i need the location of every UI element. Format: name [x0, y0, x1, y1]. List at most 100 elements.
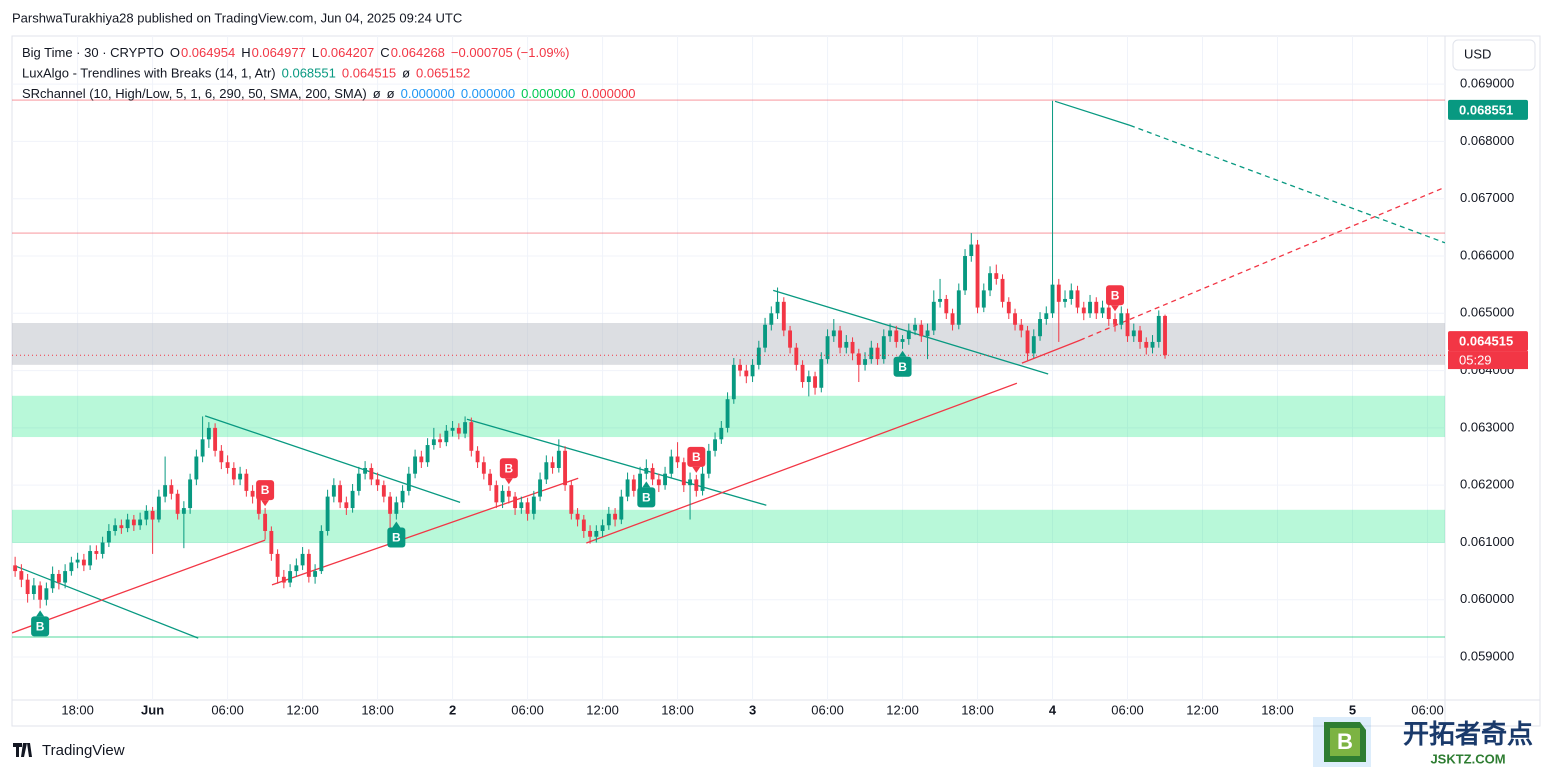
candle-body	[363, 467, 368, 474]
candle-body	[631, 479, 636, 491]
signal: B	[387, 521, 406, 548]
candle-body	[488, 473, 493, 486]
candle-body	[856, 353, 861, 365]
countdown: 05:29	[1459, 353, 1492, 368]
candle-body	[213, 427, 218, 451]
candle-body	[700, 473, 705, 491]
candle-body	[663, 473, 668, 486]
signal-label: B	[392, 531, 401, 545]
y-tick-label: 0.061000	[1460, 534, 1514, 549]
candle-body	[850, 341, 855, 354]
candle-body	[544, 462, 549, 480]
y-tick-label: 0.059000	[1460, 648, 1514, 663]
legend-item: ø	[373, 86, 381, 101]
candle-body	[731, 364, 736, 400]
x-tick-label: Jun	[141, 702, 164, 717]
trendline	[1054, 100, 1131, 126]
candle-body	[838, 330, 842, 348]
candle-body	[844, 341, 849, 348]
candle-body	[531, 496, 536, 514]
signal-box	[893, 356, 912, 377]
legend-item: ø	[402, 66, 410, 81]
trendline	[586, 382, 1018, 544]
candle-body	[56, 573, 61, 583]
candle-body	[1038, 319, 1042, 337]
candle-body	[1156, 315, 1161, 342]
signal-box	[687, 446, 706, 467]
candle-body	[225, 462, 230, 468]
candle-body	[63, 571, 68, 583]
legend-row: LuxAlgo - Trendlines with Breaks (14, 1,…	[22, 66, 470, 81]
legend-item: L	[312, 45, 319, 60]
legend-item: 0.064515	[342, 66, 396, 81]
signal: B	[687, 446, 706, 473]
candle-body	[50, 573, 55, 589]
signal-pointer	[898, 350, 907, 357]
candle-body	[44, 588, 49, 600]
publisher: ParshwaTurakhiya28 published on TradingV…	[12, 10, 462, 25]
candle-body	[519, 502, 524, 509]
candle-body	[575, 513, 580, 520]
plot	[12, 36, 1445, 700]
legend-item: 0.000000	[401, 86, 455, 101]
candle-body	[775, 301, 780, 314]
countdown-tag	[1448, 351, 1528, 370]
signal-pointer	[692, 466, 701, 473]
candle-body	[813, 376, 817, 388]
candle-body	[600, 525, 605, 531]
legend-item: 0.068551	[282, 66, 336, 81]
candle-body	[638, 473, 643, 491]
candle-body	[1044, 313, 1049, 320]
candle-body	[450, 427, 455, 431]
candle-body	[1075, 290, 1080, 308]
candle-body	[1113, 319, 1117, 325]
candle-body	[256, 496, 261, 514]
candle-body	[1131, 330, 1136, 337]
y-tick-label: 0.069000	[1460, 76, 1514, 91]
candle-body	[938, 298, 942, 302]
legend-item: 0.000000	[521, 86, 575, 101]
candle-body	[306, 553, 311, 577]
candle-body	[975, 244, 980, 308]
candle-body	[369, 467, 374, 480]
candle-body	[1031, 336, 1036, 354]
x-tick-label: 18:00	[961, 702, 994, 717]
candle-body	[806, 376, 811, 383]
signal-label: B	[898, 360, 907, 374]
candle-body	[294, 565, 299, 572]
candle-body	[269, 530, 274, 554]
candle-body	[175, 493, 180, 514]
candle-body	[744, 370, 749, 377]
candle-body	[425, 445, 430, 463]
candle-body	[625, 479, 630, 497]
legend-row: Big Time · 30 · CRYPTO O0.064954 H0.064977…	[22, 45, 569, 60]
candle-body	[669, 456, 674, 474]
legend-item: 0.065152	[416, 66, 470, 81]
signal-box	[499, 458, 518, 479]
y-tick-label: 0.068000	[1460, 133, 1514, 148]
candle-body	[31, 585, 36, 595]
x-tick-label: 12:00	[1186, 702, 1219, 717]
candle-body	[800, 364, 805, 383]
legend-item: 0.000000	[461, 86, 515, 101]
candle-body	[1081, 307, 1086, 314]
brand: TradingView	[42, 742, 125, 759]
candle-body	[988, 273, 992, 291]
candle-body	[194, 456, 199, 480]
signal-label: B	[261, 483, 270, 497]
signal-pointer	[1111, 305, 1120, 312]
currency[interactable]: USD	[1464, 46, 1491, 61]
candle-body	[950, 313, 955, 325]
currency-button[interactable]	[1452, 39, 1536, 71]
signal: B	[256, 480, 275, 507]
trendline	[14, 565, 199, 639]
candle-body	[688, 479, 693, 486]
x-tick-label: 5	[1349, 702, 1356, 717]
candle-body	[906, 330, 911, 340]
candle-body	[1063, 298, 1067, 302]
candle-body	[956, 290, 961, 325]
candle-body	[325, 496, 330, 531]
signal-pointer	[504, 478, 513, 485]
x-tick-label: 4	[1049, 702, 1057, 717]
